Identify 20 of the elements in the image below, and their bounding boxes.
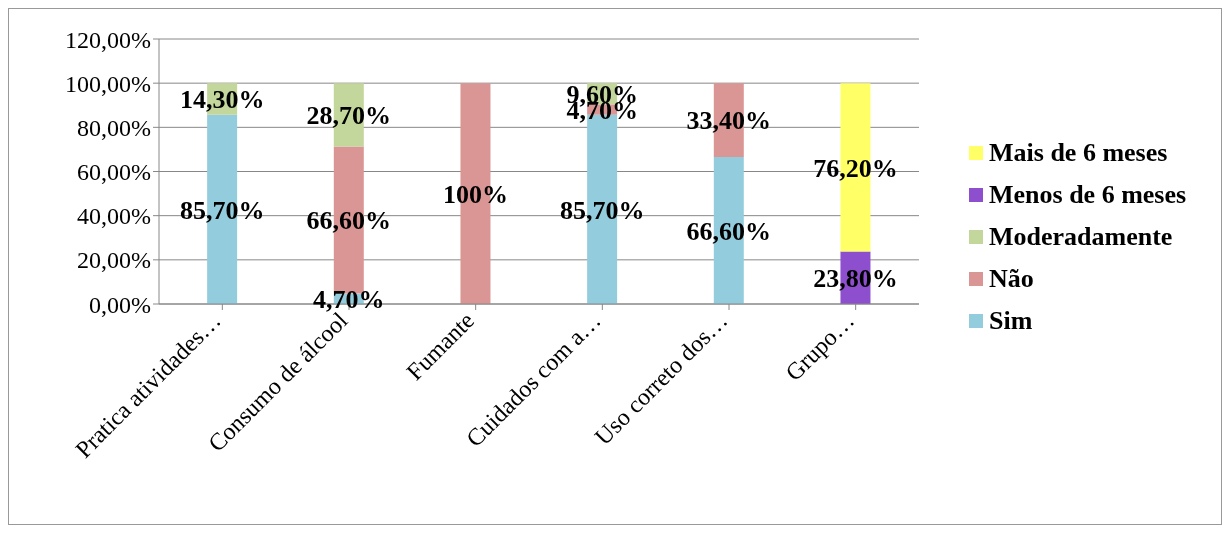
data-label: 28,70% [306, 101, 392, 131]
data-label: 85,70% [559, 195, 645, 225]
y-tick-label: 120,00% [65, 26, 151, 53]
y-tick-label: 0,00% [89, 291, 151, 318]
legend-label: Sim [989, 305, 1033, 336]
y-tick-label: 60,00% [77, 159, 151, 186]
data-label: 33,40% [686, 106, 772, 136]
legend-label: Não [989, 263, 1034, 294]
y-tick-label: 40,00% [77, 203, 151, 230]
legend-label: Moderadamente [989, 221, 1173, 252]
data-label: 66,60% [306, 206, 392, 236]
y-tick-label: 80,00% [77, 114, 151, 141]
y-tick-label: 100,00% [65, 70, 151, 97]
y-tick-label: 20,00% [77, 247, 151, 274]
data-label: 14,30% [179, 85, 265, 115]
data-label: 66,60% [686, 216, 772, 246]
legend-label: Mais de 6 meses [989, 137, 1168, 168]
data-label: 85,70% [179, 195, 265, 225]
legend-label: Menos de 6 meses [989, 179, 1187, 210]
data-label: 100% [442, 179, 508, 209]
